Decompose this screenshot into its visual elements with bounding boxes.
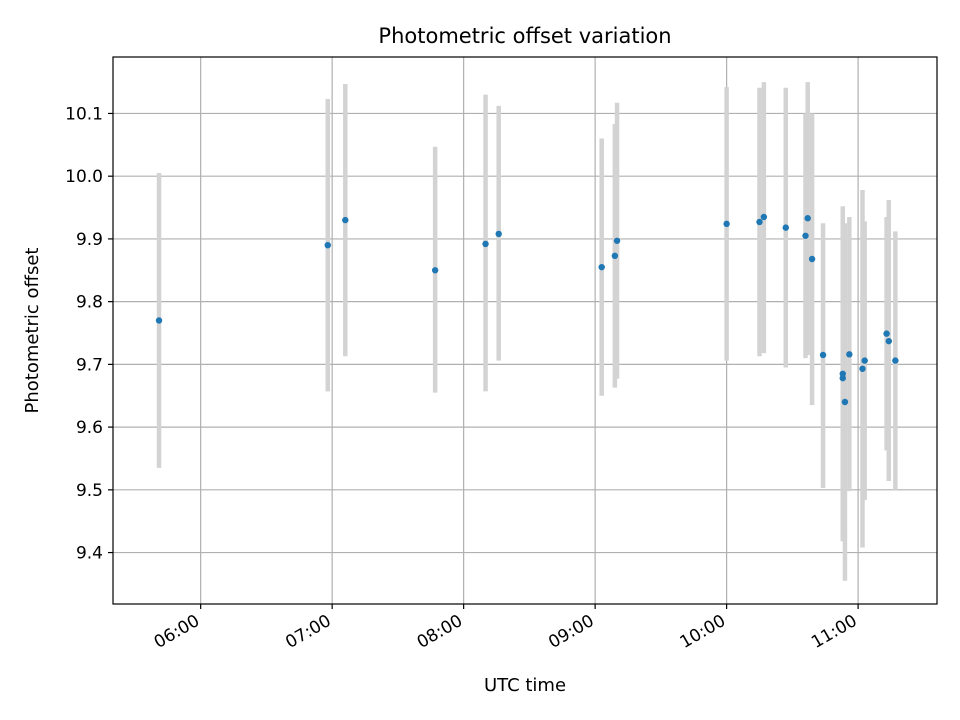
data-point bbox=[839, 370, 846, 377]
data-point bbox=[324, 241, 331, 249]
data-point bbox=[611, 252, 619, 260]
data-point bbox=[839, 374, 846, 382]
data-points bbox=[155, 213, 899, 406]
data-point bbox=[613, 237, 621, 244]
data-point bbox=[861, 357, 868, 364]
data-point bbox=[819, 351, 827, 359]
data-point bbox=[342, 216, 349, 224]
x-tick-label: 06:00 bbox=[151, 611, 203, 653]
x-tick-label: 11:00 bbox=[808, 611, 860, 653]
data-point bbox=[892, 357, 899, 364]
x-tick-label: 10:00 bbox=[677, 611, 729, 653]
x-tick-label: 07:00 bbox=[282, 611, 334, 653]
data-point bbox=[782, 224, 789, 231]
data-point bbox=[846, 351, 853, 358]
data-point bbox=[760, 213, 768, 221]
data-point bbox=[804, 215, 811, 222]
chart-title: Photometric offset variation bbox=[378, 24, 671, 48]
data-point bbox=[155, 317, 163, 324]
y-tick-label: 10.1 bbox=[65, 104, 103, 124]
y-tick-label: 9.8 bbox=[76, 293, 103, 313]
y-tick-label: 9.6 bbox=[76, 418, 103, 438]
plot-area-frame bbox=[112, 56, 938, 605]
data-point bbox=[808, 255, 816, 263]
x-tick-label: 09:00 bbox=[545, 611, 597, 653]
data-point bbox=[598, 263, 605, 271]
data-point bbox=[883, 330, 890, 337]
x-tick-label: 08:00 bbox=[414, 611, 466, 653]
axis-ticks: 06:00 07:00 08:00 09:00 10:00 11:00 9.4 9.5 9.6 9… bbox=[65, 104, 860, 652]
error-bars bbox=[156, 82, 898, 581]
data-point bbox=[723, 220, 730, 228]
data-point bbox=[431, 267, 439, 274]
y-tick-label: 9.7 bbox=[76, 355, 103, 375]
data-point bbox=[885, 337, 892, 345]
y-axis-title: Photometric offset bbox=[22, 248, 43, 414]
y-tick-label: 9.9 bbox=[76, 230, 103, 250]
data-point bbox=[482, 240, 489, 248]
y-tick-label: 9.4 bbox=[76, 544, 103, 564]
data-point bbox=[756, 218, 763, 226]
data-point bbox=[841, 398, 849, 406]
data-point bbox=[859, 365, 866, 372]
y-tick-label: 10.0 bbox=[65, 167, 103, 187]
y-tick-label: 9.5 bbox=[76, 481, 103, 501]
x-axis-title: UTC time bbox=[484, 675, 566, 696]
data-point bbox=[802, 232, 809, 239]
data-point bbox=[495, 230, 502, 238]
